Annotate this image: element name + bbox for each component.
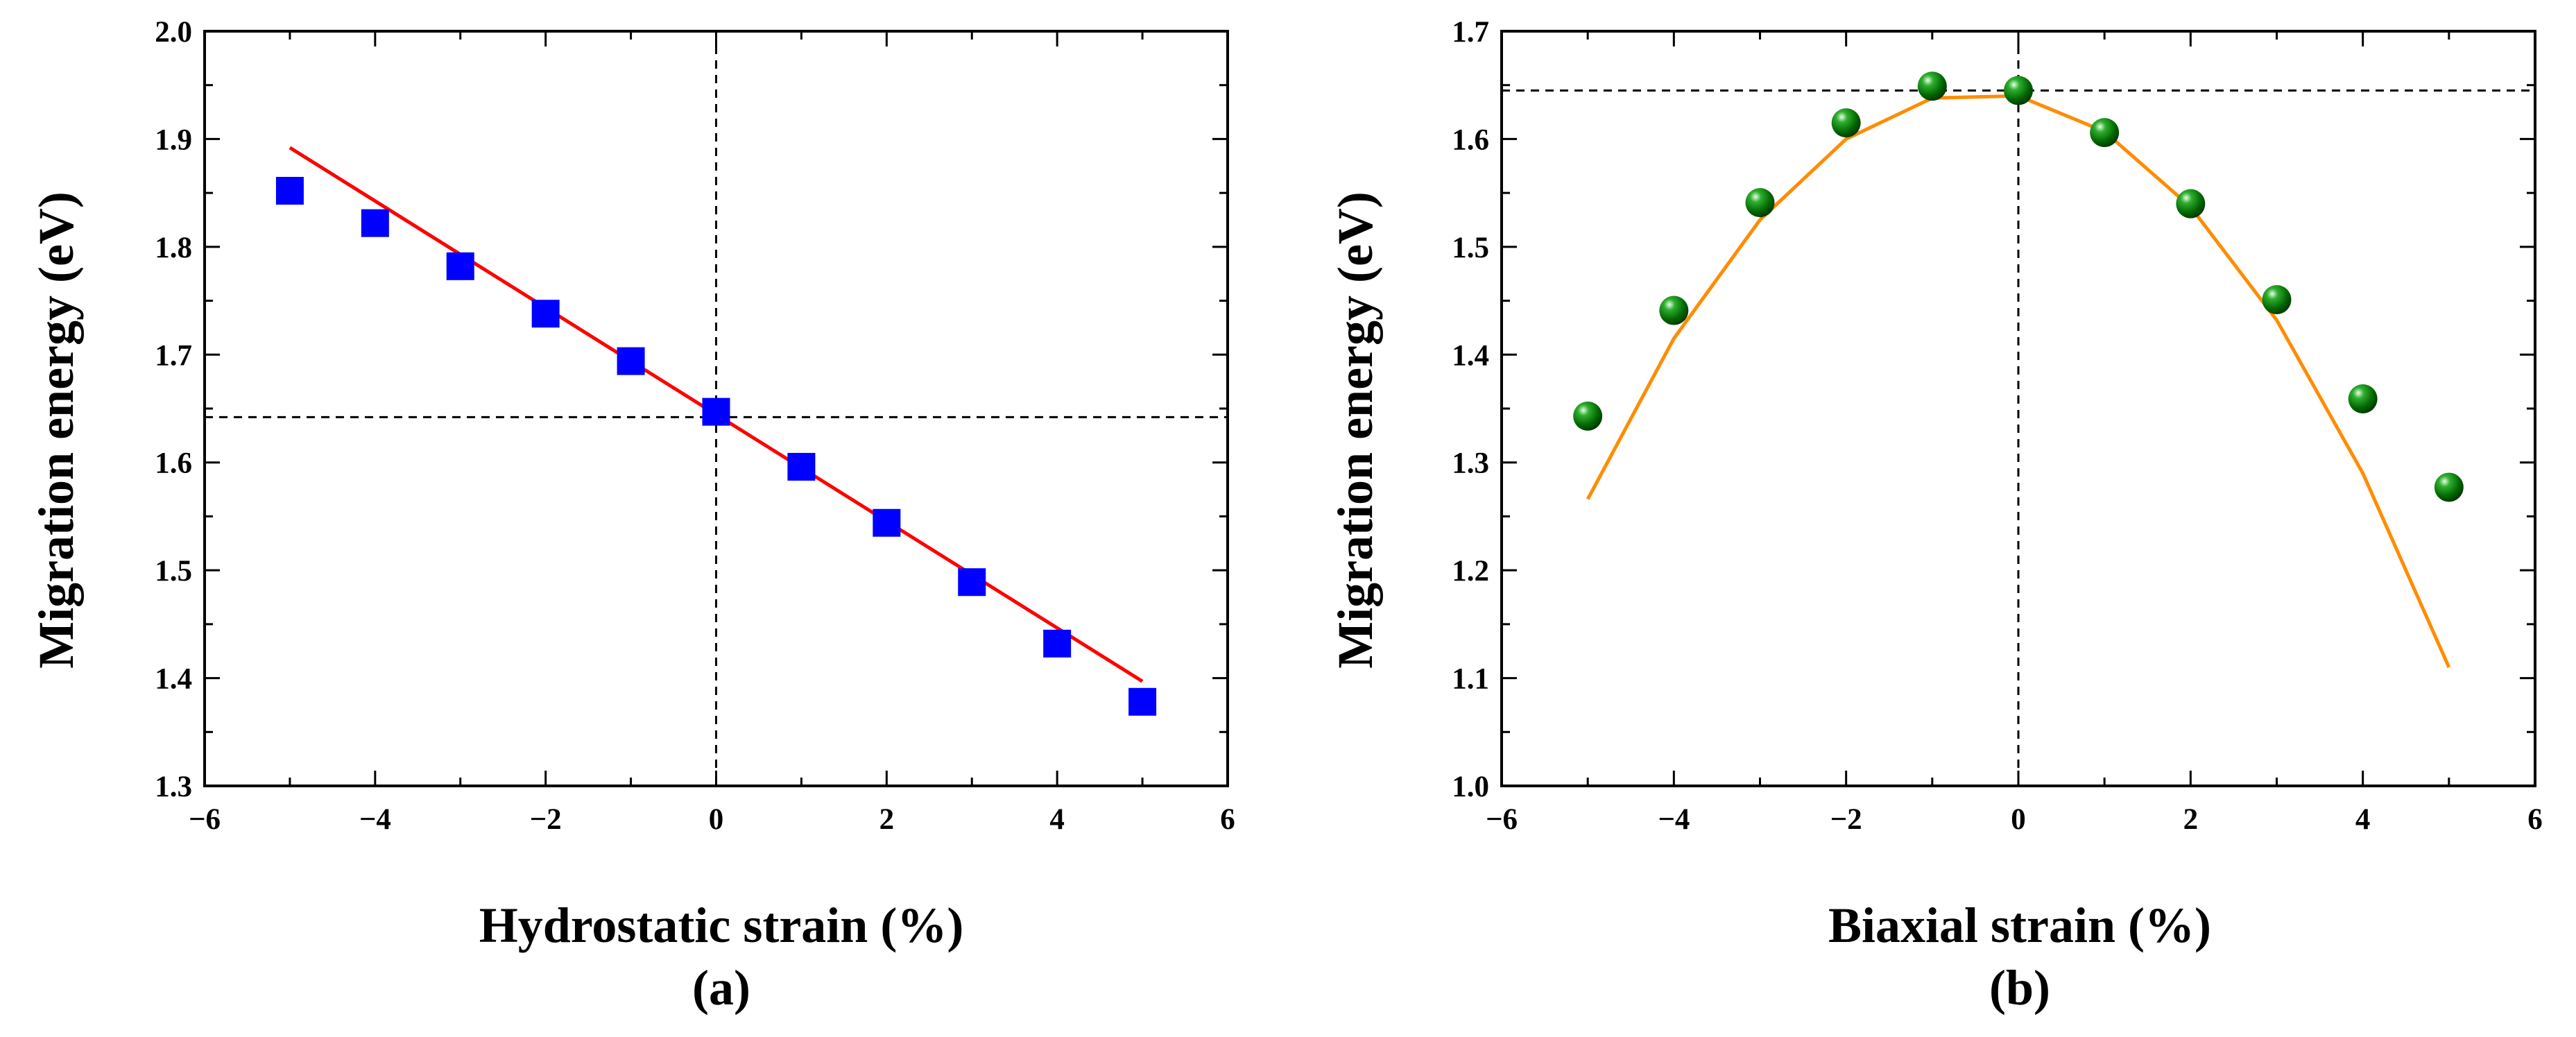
y-tick-label: 1.7 [155, 339, 192, 372]
y-tick-label: 1.9 [155, 123, 192, 156]
y-tick-label: 1.8 [155, 232, 192, 264]
y-tick-label: 2.0 [155, 16, 192, 49]
x-tick-label: 4 [2355, 803, 2371, 836]
data-point [275, 177, 304, 205]
data-point [2434, 472, 2464, 502]
y-tick-label: 1.0 [1452, 771, 1489, 803]
data-point [702, 397, 730, 426]
plot-area-b: −6 −4 −2 0 2 4 6 1.0 1.1 1.2 1.3 1.4 1.5 1.6 1.7 [1452, 16, 2543, 836]
panel-label-b: (b) [1989, 960, 2050, 1015]
y-tick-label: 1.3 [155, 771, 192, 803]
x-tick-label: 0 [709, 803, 724, 836]
x-tick-label: −2 [530, 803, 562, 836]
y-tick-label: 1.5 [1452, 232, 1489, 264]
x-tick-label: −6 [189, 803, 221, 836]
x-tick-label: −4 [1658, 803, 1690, 836]
data-point [1043, 629, 1072, 658]
y-tick-label: 1.3 [1452, 447, 1489, 480]
y-tick-label: 1.4 [1452, 339, 1489, 372]
x-tick-label: −2 [1830, 803, 1862, 836]
x-tick-label: 6 [2527, 803, 2543, 836]
data-point [531, 300, 560, 328]
data-point [1128, 687, 1157, 716]
data-point [1917, 71, 1947, 101]
data-point [617, 347, 645, 375]
y-axis-title-b: Migration energy (eV) [1328, 191, 1383, 669]
x-tick-label: −4 [359, 803, 391, 836]
data-point [873, 508, 901, 537]
y-tick-label: 1.1 [1452, 663, 1489, 696]
x-tick-label: −6 [1486, 803, 1518, 836]
x-axis-title-b: Biaxial strain (%) [1828, 898, 2211, 953]
x-tick-label: 2 [879, 803, 895, 836]
axis-title-group-a: Hydrostatic strain (%) Migration energy … [28, 191, 963, 1015]
data-point [2004, 76, 2033, 105]
axis-title-group-b: Biaxial strain (%) Migration energy (eV)… [1328, 191, 2211, 1015]
plot-area-a: −6 −4 −2 0 2 4 6 1.3 1.4 1.5 1.6 1.7 1.8 1.9 2.0 [155, 16, 1235, 836]
chart-panel-a: −6 −4 −2 0 2 4 6 1.3 1.4 1.5 1.6 1.7 1.8 1.9 2.0 Hydro… [28, 16, 1235, 1015]
y-tick-label: 1.6 [1452, 123, 1489, 156]
x-tick-label: 6 [1220, 803, 1235, 836]
data-point [958, 568, 986, 597]
data-point [2090, 118, 2120, 148]
data-point [361, 209, 389, 237]
data-point [1573, 401, 1603, 431]
y-tick-label: 1.6 [155, 447, 192, 480]
y-tick-label: 1.4 [155, 663, 192, 696]
x-axis-title-a: Hydrostatic strain (%) [479, 898, 964, 953]
data-point [1831, 108, 1861, 138]
data-point [2262, 285, 2292, 315]
data-point [1659, 295, 1689, 325]
chart-panel-b: −6 −4 −2 0 2 4 6 1.0 1.1 1.2 1.3 1.4 1.5 1.6 1.7 Biaxi… [1328, 16, 2543, 1015]
data-point [2176, 189, 2206, 218]
panel-label-a: (a) [692, 960, 750, 1015]
data-point [446, 252, 474, 280]
x-tick-label: 4 [1049, 803, 1065, 836]
y-tick-label: 1.7 [1452, 16, 1489, 49]
y-axis-title-a: Migration energy (eV) [28, 191, 84, 669]
x-tick-label: 0 [2011, 803, 2026, 836]
data-point [2348, 384, 2378, 414]
data-point [1745, 188, 1775, 218]
x-tick-label: 2 [2183, 803, 2199, 836]
y-tick-label: 1.2 [1452, 555, 1489, 588]
y-tick-label: 1.5 [155, 555, 192, 588]
data-point [787, 452, 816, 481]
